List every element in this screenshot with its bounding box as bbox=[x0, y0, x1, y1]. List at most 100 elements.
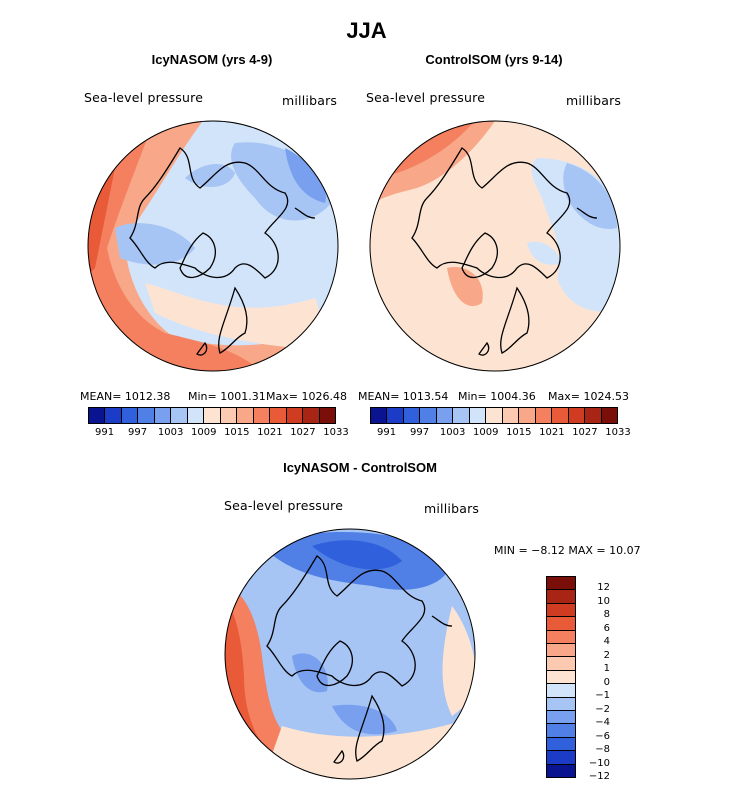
panel3-field-warm-east bbox=[442, 606, 475, 716]
main-title: JJA bbox=[346, 18, 387, 43]
colorbar-swatch bbox=[568, 408, 586, 423]
panel2-coastlines bbox=[411, 147, 598, 356]
colorbar-tick-label: 1021 bbox=[257, 427, 283, 438]
panel1-min: Min= 1001.31 bbox=[188, 390, 266, 403]
panel1-units-label: millibars bbox=[282, 93, 338, 108]
colorbar-tick-label: 1033 bbox=[323, 427, 349, 438]
panel1-max: Max= 1026.48 bbox=[266, 390, 347, 403]
colorbar-swatch bbox=[547, 724, 575, 738]
panel3-min-max: MIN = −8.12 MAX = 10.07 bbox=[494, 544, 641, 557]
colorbar-tick-label: 1021 bbox=[539, 427, 565, 438]
colorbar-tick-label: −8 bbox=[595, 744, 610, 756]
panel1-field-blue-center bbox=[185, 163, 235, 188]
panel2-min: Min= 1004.36 bbox=[458, 390, 536, 403]
panel3-title: IcyNASOM - ControlSOM bbox=[283, 460, 437, 475]
colorbar-swatch bbox=[420, 408, 437, 423]
colorbar-swatch bbox=[547, 603, 575, 618]
colorbar-swatch bbox=[585, 408, 602, 423]
panel2-title: ControlSOM (yrs 9-14) bbox=[425, 52, 563, 67]
colorbar-swatch bbox=[519, 408, 536, 423]
panel1-title: IcyNASOM (yrs 4-9) bbox=[151, 52, 273, 67]
colorbar-tick-label: 10 bbox=[597, 595, 610, 607]
panel1-field-blue-core bbox=[285, 148, 326, 203]
colorbar-swatch bbox=[601, 408, 618, 423]
colorbar-tick-label: 0 bbox=[603, 676, 610, 688]
colorbar-tick-label: 4 bbox=[603, 636, 610, 648]
colorbar-tick-label: −2 bbox=[595, 703, 610, 715]
colorbar-swatch bbox=[486, 408, 503, 423]
colorbar-tick-label: 12 bbox=[597, 582, 610, 594]
colorbar-swatch bbox=[547, 711, 575, 725]
colorbar-swatch bbox=[469, 408, 487, 423]
colorbar-swatch bbox=[436, 408, 454, 423]
colorbar-tick-label: 991 bbox=[94, 427, 115, 438]
colorbar-tick-label: 1015 bbox=[506, 427, 532, 438]
colorbar-swatch bbox=[547, 670, 575, 685]
panel2-mean: MEAN= 1013.54 bbox=[358, 390, 449, 403]
panel2-field-warm-center bbox=[447, 267, 483, 307]
panel2-colorbar bbox=[370, 407, 618, 424]
colorbar-tick-label: 8 bbox=[603, 609, 610, 621]
panel3-variable-label: Sea-level pressure bbox=[224, 498, 344, 513]
colorbar-swatch bbox=[547, 751, 575, 765]
colorbar-swatch bbox=[237, 408, 254, 423]
panel3-field-blue-center bbox=[292, 653, 328, 693]
colorbar-tick-label: −1 bbox=[595, 690, 610, 702]
colorbar-swatch bbox=[547, 697, 575, 712]
colorbar-swatch bbox=[303, 408, 320, 423]
colorbar-swatch bbox=[319, 408, 336, 423]
colorbar-swatch bbox=[154, 408, 172, 423]
colorbar-tick-label: 1027 bbox=[572, 427, 598, 438]
colorbar-swatch bbox=[547, 617, 575, 631]
colorbar-swatch bbox=[89, 408, 106, 423]
colorbar-tick-label: 991 bbox=[376, 427, 397, 438]
panel2-units-label: millibars bbox=[566, 93, 622, 108]
colorbar-swatch bbox=[204, 408, 221, 423]
colorbar-swatch bbox=[547, 590, 575, 604]
colorbar-tick-label: 1 bbox=[603, 663, 610, 675]
colorbar-tick-label: 997 bbox=[410, 427, 430, 438]
colorbar-tick-label: 1015 bbox=[224, 427, 250, 438]
panel1-field-warm-mid bbox=[88, 121, 265, 371]
colorbar-swatch bbox=[502, 408, 520, 423]
panel2-field-blue-mid bbox=[527, 241, 562, 265]
colorbar-swatch bbox=[535, 408, 553, 423]
colorbar-swatch bbox=[453, 408, 470, 423]
colorbar-swatch bbox=[187, 408, 205, 423]
colorbar-swatch bbox=[121, 408, 139, 423]
colorbar-tick-label: 1027 bbox=[290, 427, 316, 438]
panel3-coastlines bbox=[266, 555, 453, 764]
panel3-units-label: millibars bbox=[424, 501, 480, 516]
panel1-coastlines bbox=[129, 147, 316, 356]
colorbar-swatch bbox=[547, 764, 575, 778]
panel3-field-blue-core bbox=[312, 540, 402, 570]
colorbar-tick-label: −4 bbox=[595, 717, 610, 729]
panel2-map bbox=[369, 120, 621, 372]
colorbar-tick-label: 1033 bbox=[605, 427, 631, 438]
colorbar-swatch bbox=[138, 408, 155, 423]
panel2-variable-label: Sea-level pressure bbox=[366, 90, 486, 105]
colorbar-tick-label: 1009 bbox=[190, 427, 217, 438]
colorbar-swatch bbox=[253, 408, 271, 423]
colorbar-tick-label: 6 bbox=[603, 622, 610, 634]
colorbar-tick-label: −12 bbox=[588, 771, 610, 782]
colorbar-swatch bbox=[270, 408, 287, 423]
colorbar-swatch bbox=[220, 408, 238, 423]
panel2-max: Max= 1024.53 bbox=[548, 390, 629, 403]
panel1-field-warm-outer bbox=[88, 121, 338, 371]
colorbar-tick-label: 1003 bbox=[157, 427, 184, 438]
colorbar-swatch bbox=[547, 684, 575, 698]
colorbar-swatch bbox=[286, 408, 304, 423]
colorbar-tick-label: −6 bbox=[595, 730, 610, 742]
colorbar-swatch bbox=[547, 644, 575, 658]
colorbar-swatch bbox=[547, 737, 575, 752]
panel1-colorbar bbox=[88, 407, 336, 424]
colorbar-tick-label: 997 bbox=[128, 427, 148, 438]
colorbar-tick-label: 1009 bbox=[472, 427, 499, 438]
colorbar-swatch bbox=[547, 657, 575, 671]
colorbar-swatch bbox=[105, 408, 122, 423]
panel1-variable-label: Sea-level pressure bbox=[84, 90, 204, 105]
colorbar-swatch bbox=[547, 630, 575, 645]
panel2-field-blue-core bbox=[563, 163, 617, 229]
panel1-field-blue-west bbox=[115, 223, 195, 265]
